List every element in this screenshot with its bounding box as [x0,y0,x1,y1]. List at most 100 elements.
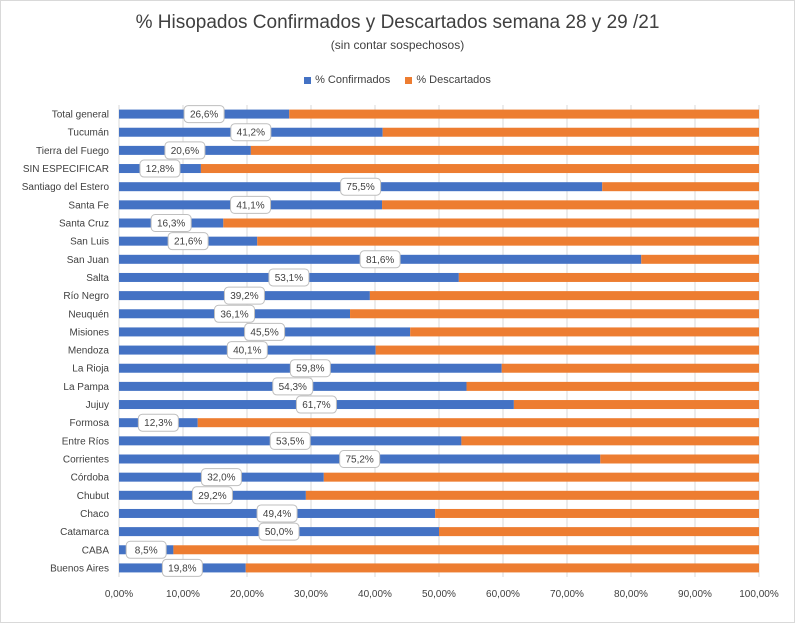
data-label-box [137,413,179,432]
x-tick-label: 60,00% [486,589,520,600]
bar-descartados [458,272,759,282]
data-label: 75,2% [345,455,373,466]
data-label-box [339,450,381,468]
data-label: 20,6% [171,146,199,157]
bar-descartados [382,200,759,210]
bar-descartados [439,527,759,537]
data-label-box [167,232,209,251]
category-label: SIN ESPECIFICAR [23,164,109,175]
data-label: 21,6% [174,237,202,248]
category-label: Catamarca [60,527,109,538]
x-tick-label: 80,00% [614,589,648,600]
bar-descartados [305,490,759,500]
bar-descartados [369,291,759,301]
data-label: 61,7% [302,400,330,411]
legend-item-descartados: % Descartados [405,74,491,86]
data-label: 40,1% [233,346,261,357]
data-label-box [230,123,272,142]
category-label: Santa Fe [68,200,109,211]
data-label: 45,5% [250,327,278,338]
data-label: 75,5% [346,182,374,193]
x-tick-label: 50,00% [422,589,456,600]
bar-descartados [435,508,759,518]
data-label: 32,0% [207,473,235,484]
legend-swatch-descartados [405,76,413,84]
x-tick-label: 40,00% [358,589,392,600]
legend-label-descartados: % Descartados [416,74,491,86]
data-label: 49,4% [263,509,291,520]
data-label-box [139,159,181,178]
category-label: Río Negro [63,291,109,302]
chart-title: % Hisopados Confirmados y Descartados se… [135,12,660,33]
category-label: Salta [86,273,109,284]
data-label-box [226,341,268,360]
data-label-box [183,105,225,124]
bar-descartados [602,182,759,192]
category-label: Formosa [70,418,110,429]
legend-swatch-confirmados [304,76,312,84]
bar-descartados [600,454,759,464]
data-label-box [125,540,167,559]
category-label: Corrientes [63,455,109,466]
data-label-box [244,322,286,341]
legend-label-confirmados: % Confirmados [315,74,391,86]
category-label: La Pampa [63,382,109,393]
data-label: 53,1% [275,273,303,284]
data-label: 59,8% [296,364,324,375]
data-label-box [214,304,256,323]
bar-descartados [382,127,759,137]
category-label: San Luis [70,237,109,248]
data-label: 29,2% [198,491,226,502]
data-label: 39,2% [230,291,258,302]
data-label-box [359,250,401,269]
data-label: 26,6% [190,110,218,121]
chart-subtitle: (sin contar sospechosos) [330,38,465,52]
data-label-box [161,558,203,577]
category-label: Santa Cruz [59,219,109,230]
category-label: Misiones [70,327,109,338]
x-tick-label: 70,00% [550,589,584,600]
category-label: Jujuy [86,400,109,411]
data-label-box [268,268,310,287]
data-label-box [223,286,265,305]
data-label: 8,5% [135,545,158,556]
bar-descartados [289,109,759,119]
bar-descartados [513,400,759,410]
bar-descartados [245,563,760,573]
chart-legend: % Confirmados % Descartados [0,74,795,87]
bar-descartados [197,418,760,428]
data-label: 41,2% [237,128,265,139]
data-label-box [269,431,311,450]
x-tick-label: 10,00% [166,589,200,600]
category-label: La Rioja [72,364,109,375]
category-label: Tucumán [68,128,109,139]
data-label-box [295,395,337,414]
data-label-box [191,486,233,505]
bar-descartados [323,472,759,482]
data-label: 19,8% [168,563,196,574]
category-label: Entre Ríos [62,436,109,447]
bar-descartados [173,545,759,555]
data-label-box [164,141,206,160]
category-label: Chaco [80,509,109,520]
x-tick-label: 0,00% [105,589,133,600]
data-label: 12,8% [146,164,174,175]
data-label: 54,3% [279,382,307,393]
bar-descartados [350,309,759,319]
x-tick-label: 100,00% [739,589,779,600]
data-label: 81,6% [366,255,394,266]
data-label: 36,1% [220,309,248,320]
category-label: Santiago del Estero [22,182,110,193]
data-label-box [340,177,382,196]
x-tick-label: 20,00% [230,589,264,600]
category-label: Tierra del Fuego [36,146,109,157]
bar-descartados [257,236,759,246]
bar-descartados [410,327,759,337]
data-label: 53,5% [276,436,304,447]
data-label: 41,1% [236,200,264,211]
bar-descartados [461,436,759,446]
category-label: Chubut [77,491,109,502]
data-label-box [200,468,242,487]
bar-descartados [466,381,759,391]
